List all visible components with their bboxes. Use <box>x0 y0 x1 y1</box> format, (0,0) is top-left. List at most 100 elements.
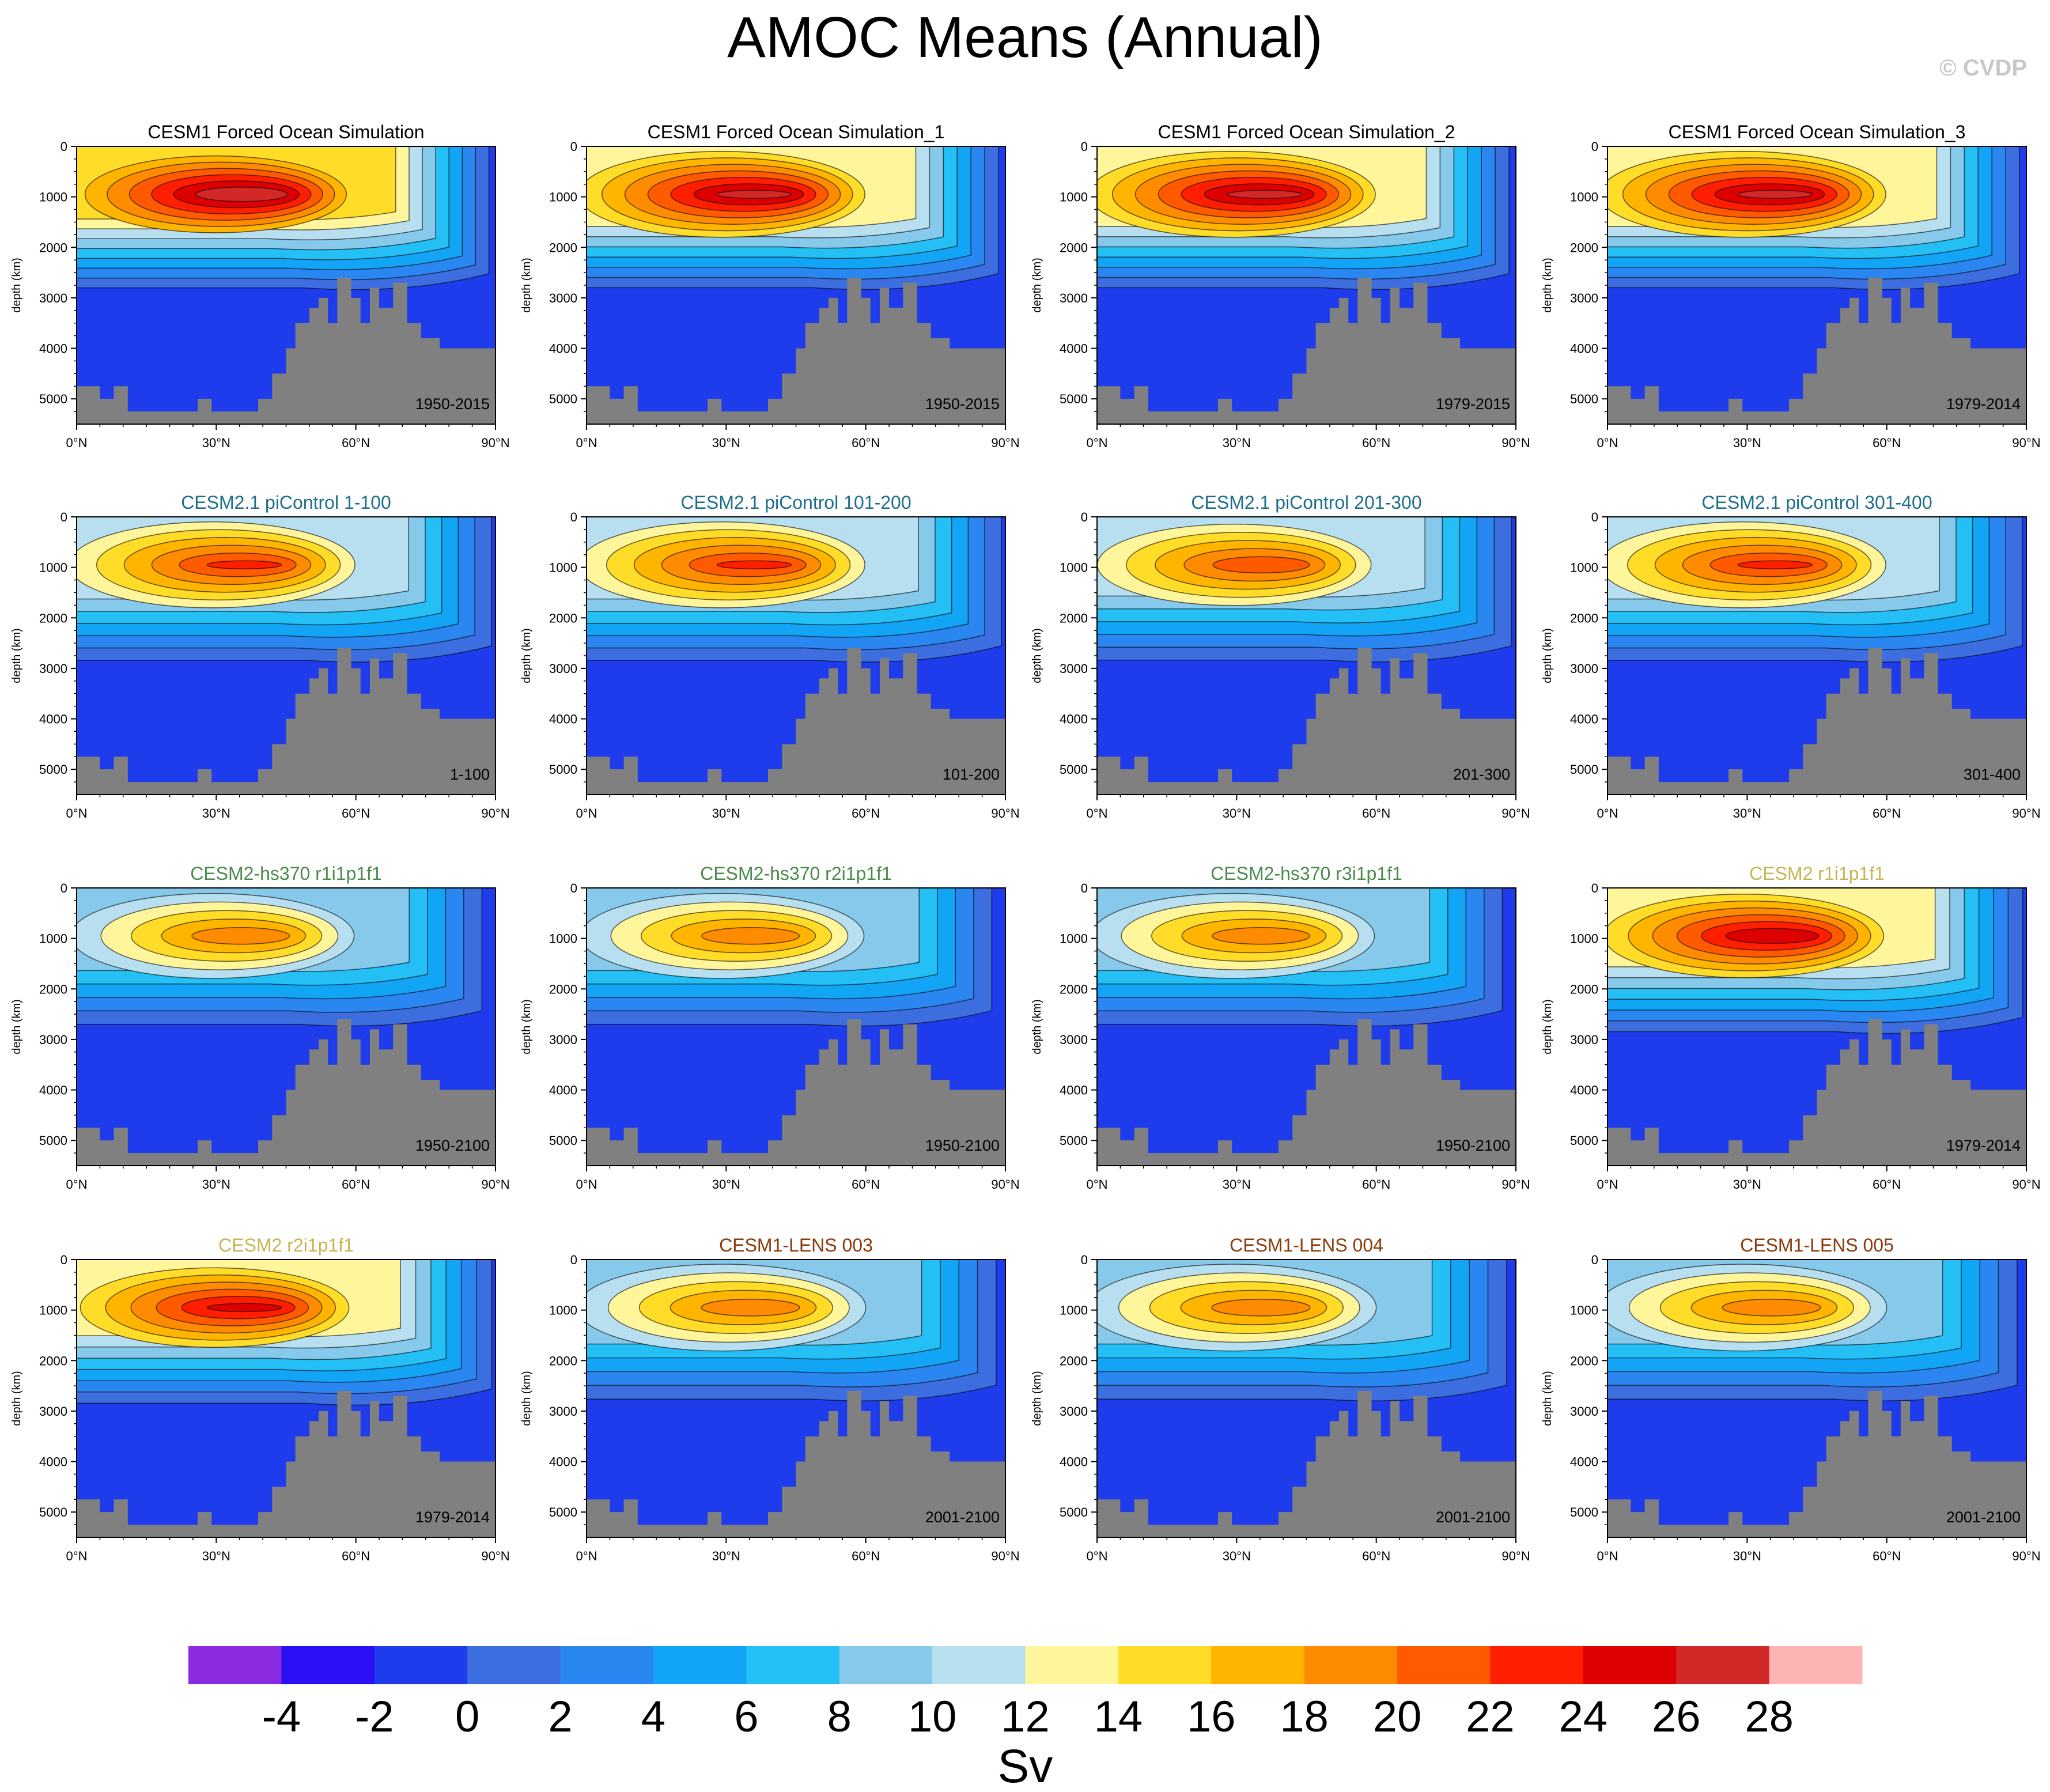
x-tick-label: 0°N <box>1597 1549 1618 1563</box>
x-tick-label: 90°N <box>481 1549 509 1563</box>
y-axis-label: depth (km) <box>1541 628 1554 683</box>
y-tick-label: 0 <box>570 139 577 154</box>
x-tick-label: 30°N <box>1223 436 1251 450</box>
y-tick-label: 1000 <box>1570 561 1598 575</box>
y-tick-label: 0 <box>1081 881 1088 895</box>
x-tick-label: 0°N <box>576 1177 597 1192</box>
colorbar-swatch <box>374 1646 468 1684</box>
y-tick-label: 5000 <box>1570 762 1598 777</box>
contour-field <box>77 888 496 1166</box>
y-tick-label: 5000 <box>39 1505 67 1519</box>
panel-title: CESM1-LENS 004 <box>1230 1235 1383 1256</box>
y-tick-label: 3000 <box>549 291 577 305</box>
colorbar-swatch <box>1583 1646 1677 1684</box>
y-tick-label: 3000 <box>1570 1033 1598 1047</box>
contour-26 <box>716 190 792 199</box>
panel-title: CESM1 Forced Ocean Simulation <box>147 122 424 142</box>
y-tick-label: 4000 <box>1060 1455 1088 1469</box>
x-tick-label: 0°N <box>576 806 597 821</box>
amoc-panel: 0 1000 2000 3000 4000 5000 0°N 30°N 60°N 90°N dept… <box>1541 863 2041 1192</box>
panel-title: CESM2-hs370 r3i1p1f1 <box>1211 863 1402 884</box>
bathymetry <box>587 1019 1005 1166</box>
colorbar-swatch <box>281 1646 375 1684</box>
colorbar-swatch <box>1025 1646 1119 1684</box>
contour-field <box>1608 146 2026 424</box>
x-tick-label: 90°N <box>481 436 509 450</box>
contour-22 <box>206 560 282 570</box>
y-tick-label: 2000 <box>549 240 577 255</box>
y-tick-label: 0 <box>570 510 577 524</box>
y-tick-label: 3000 <box>39 1033 67 1047</box>
colorbar-tick-label: 12 <box>1001 1692 1050 1741</box>
x-tick-label: 60°N <box>342 1549 370 1563</box>
y-tick-label: 2000 <box>549 611 577 625</box>
x-tick-label: 60°N <box>1873 806 1901 821</box>
y-tick-label: 0 <box>60 1253 67 1267</box>
amoc-panel: 0 1000 2000 3000 4000 5000 0°N 30°N 60°N 90°N dept… <box>10 492 510 821</box>
colorbar-tick-label: 6 <box>734 1692 758 1741</box>
y-tick-label: 0 <box>1591 881 1598 895</box>
y-tick-label: 4000 <box>1570 342 1598 356</box>
x-tick-label: 60°N <box>1873 1549 1901 1563</box>
x-tick-label: 0°N <box>1087 806 1108 821</box>
y-tick-label: 3000 <box>549 1033 577 1047</box>
colorbar-swatch <box>467 1646 561 1684</box>
panel-period: 1950-2100 <box>1436 1137 1510 1154</box>
y-tick-label: 4000 <box>1570 1083 1598 1098</box>
x-tick-label: 60°N <box>1362 1549 1390 1563</box>
bathymetry <box>1097 277 1516 424</box>
y-tick-label: 3000 <box>1570 291 1598 305</box>
colorbar-tick-label: 2 <box>548 1692 572 1741</box>
y-tick-label: 4000 <box>549 1083 577 1098</box>
panel-period: 1-100 <box>450 766 490 783</box>
y-tick-label: 5000 <box>1060 392 1088 406</box>
panel-period: 1979-2014 <box>1946 395 2021 413</box>
x-tick-label: 30°N <box>712 1549 740 1563</box>
y-tick-label: 4000 <box>39 342 67 356</box>
y-tick-label: 2000 <box>1570 982 1598 996</box>
y-tick-label: 3000 <box>1060 1033 1088 1047</box>
y-tick-label: 0 <box>1081 1253 1088 1267</box>
bathymetry <box>1097 1390 1516 1537</box>
contour-24 <box>206 1303 282 1313</box>
y-tick-label: 1000 <box>549 190 577 205</box>
y-tick-label: 5000 <box>549 1133 577 1148</box>
x-tick-label: 30°N <box>1733 436 1761 450</box>
y-tick-label: 4000 <box>549 342 577 356</box>
colorbar-tick-label: -4 <box>262 1692 301 1741</box>
y-tick-label: 0 <box>570 1253 577 1267</box>
y-tick-label: 5000 <box>1570 1505 1598 1519</box>
panel-title: CESM1 Forced Ocean Simulation_3 <box>1669 122 1966 142</box>
colorbar-unit-label: Sv <box>998 1740 1053 1792</box>
amoc-panel: 0 1000 2000 3000 4000 5000 0°N 30°N 60°N 90°N dept… <box>520 122 1020 450</box>
panel-period: 1979-2015 <box>1436 395 1510 413</box>
x-tick-label: 90°N <box>2012 436 2040 450</box>
y-tick-label: 0 <box>1591 139 1598 154</box>
colorbar-swatch <box>1397 1646 1491 1684</box>
colorbar-swatch <box>188 1646 282 1684</box>
colorbar-swatch <box>932 1646 1026 1684</box>
y-tick-label: 2000 <box>1570 240 1598 255</box>
panel-period: 2001-2100 <box>1436 1509 1510 1526</box>
y-tick-label: 0 <box>1081 139 1088 154</box>
bathymetry <box>77 648 496 795</box>
y-tick-label: 2000 <box>1060 1354 1088 1368</box>
panel-title: CESM2.1 piControl 101-200 <box>680 492 911 513</box>
amoc-panel: 0 1000 2000 3000 4000 5000 0°N 30°N 60°N 90°N dept… <box>10 1235 510 1563</box>
x-tick-label: 90°N <box>991 436 1019 450</box>
y-axis-label: depth (km) <box>1031 628 1043 683</box>
contour-field <box>587 146 1005 424</box>
bathymetry <box>1097 1019 1516 1166</box>
amoc-panel: 0 1000 2000 3000 4000 5000 0°N 30°N 60°N 90°N dept… <box>1031 492 1530 821</box>
x-tick-label: 30°N <box>1223 1549 1251 1563</box>
panel-period: 1950-2015 <box>415 395 490 413</box>
y-tick-label: 1000 <box>1060 1303 1088 1318</box>
contour-field <box>587 517 1005 795</box>
y-tick-label: 4000 <box>549 712 577 727</box>
colorbar-tick-label: -2 <box>355 1692 394 1741</box>
y-tick-label: 0 <box>1591 1253 1598 1267</box>
panel-period: 301-400 <box>1964 766 2021 783</box>
panel-title: CESM2.1 piControl 301-400 <box>1701 492 1932 513</box>
y-tick-label: 1000 <box>39 561 67 575</box>
colorbar-tick-label: 10 <box>908 1692 957 1741</box>
